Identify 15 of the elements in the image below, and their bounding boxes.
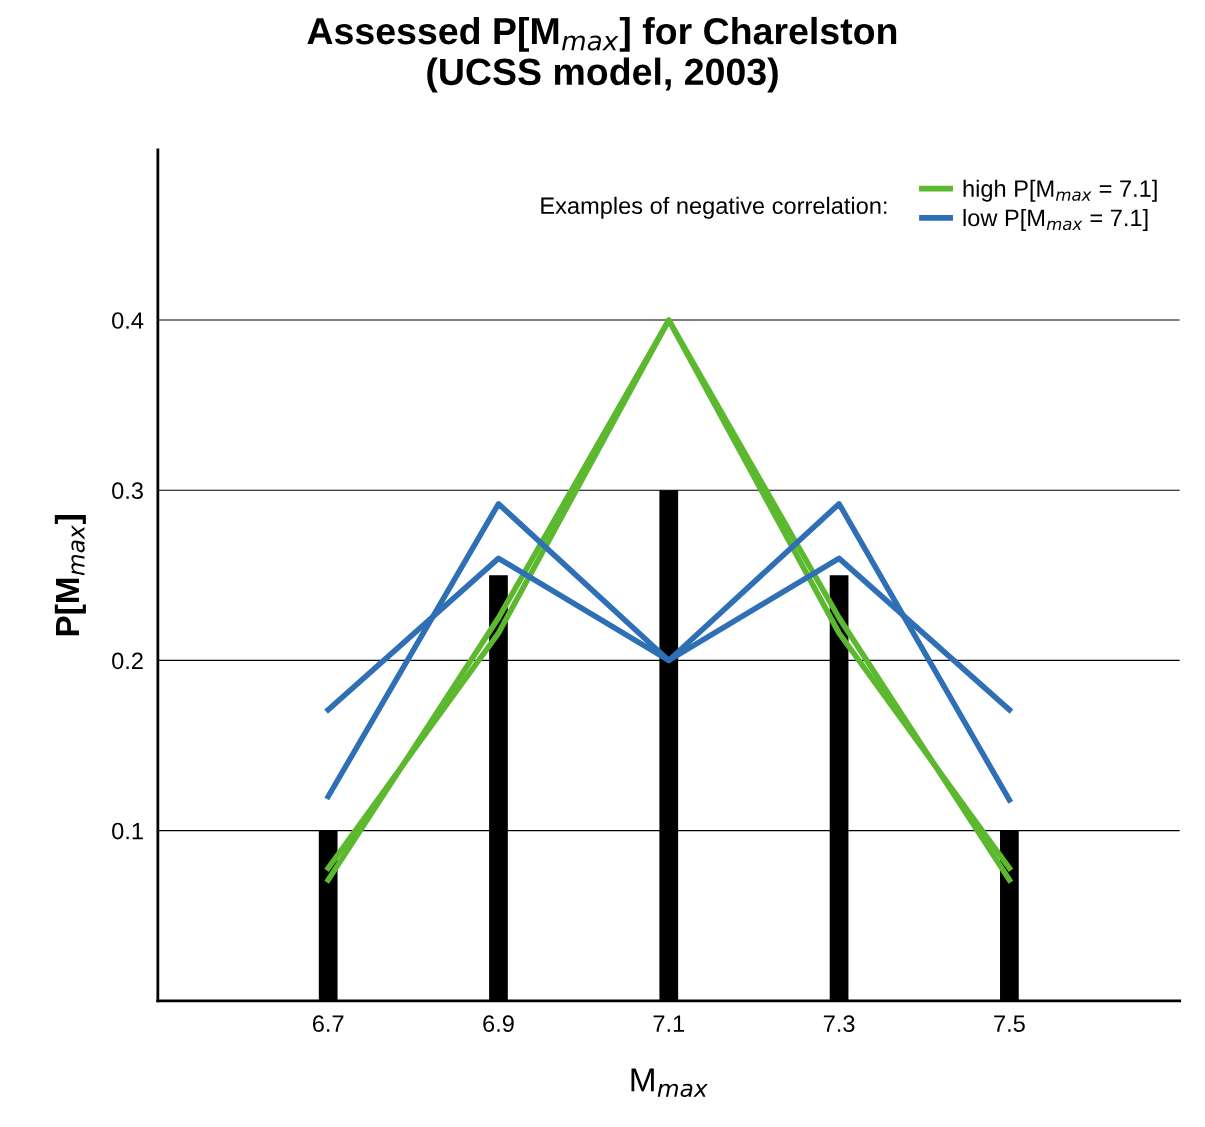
chart-title: Assessed P[M$_{max}$] for Charelston (UCSS model, 2003) xyxy=(307,16,897,93)
y-axis-title: P[M$_{max}$] xyxy=(54,515,86,636)
x-axis-title: M$_{max}$ xyxy=(631,1068,708,1098)
y-tick-label: 0.4 xyxy=(112,312,144,329)
x-tick-label: 6.9 xyxy=(483,1015,514,1033)
legend-label: low P[M$_{max}$ = 7.1] xyxy=(963,208,1148,231)
legend-label: high P[M$_{max}$ = 7.1] xyxy=(963,179,1157,202)
x-tick-label: 6.7 xyxy=(312,1015,344,1033)
legend-title: Examples of negative correlation: xyxy=(541,196,887,219)
x-tick-label: 7.1 xyxy=(653,1015,685,1032)
y-tick-label: 0.2 xyxy=(112,652,143,670)
y-tick-label: 0.3 xyxy=(112,482,143,500)
y-tick-label: 0.1 xyxy=(112,822,143,840)
x-tick-label: 7.3 xyxy=(823,1015,855,1033)
x-tick-label: 7.5 xyxy=(994,1015,1025,1033)
